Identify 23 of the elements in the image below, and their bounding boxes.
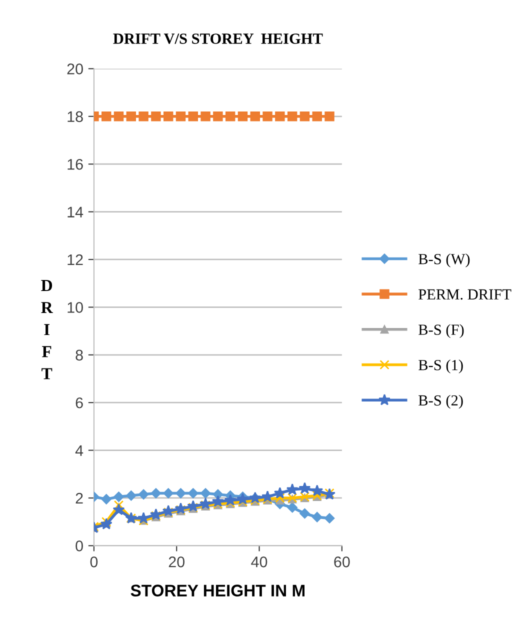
x-axis-title: STOREY HEIGHT IN M: [130, 584, 304, 596]
y-tick-label: 14: [68, 206, 84, 218]
x-tick-label: 60: [334, 556, 350, 568]
y-tick-label: 16: [68, 158, 83, 170]
legend-label: B-S (W): [418, 253, 470, 268]
y-tick-label: 10: [68, 302, 83, 313]
y-tick-label: 8: [76, 350, 83, 361]
x-tick-label: 0: [90, 556, 98, 568]
y-tick-label: 6: [76, 397, 83, 408]
y-tick-label: 12: [68, 254, 83, 266]
legend-label: B-S (2): [418, 394, 463, 409]
legend-label: PERM. DRIFT: [418, 289, 512, 300]
legend-label: B-S (1): [418, 359, 463, 374]
chart-title: DRIFT V/S STOREY HEIGHT: [113, 34, 323, 44]
y-axis-title: DRIFT: [41, 280, 54, 380]
y-tick-label: 4: [75, 445, 84, 456]
y-tick-label: 18: [68, 111, 83, 122]
x-tick-label: 40: [251, 556, 268, 568]
x-tick-label: 20: [168, 556, 185, 568]
y-tick-label: 20: [67, 64, 83, 74]
legend-label: B-S (F): [418, 324, 464, 338]
y-tick-label: 0: [76, 540, 83, 552]
y-tick-label: 2: [76, 492, 83, 504]
